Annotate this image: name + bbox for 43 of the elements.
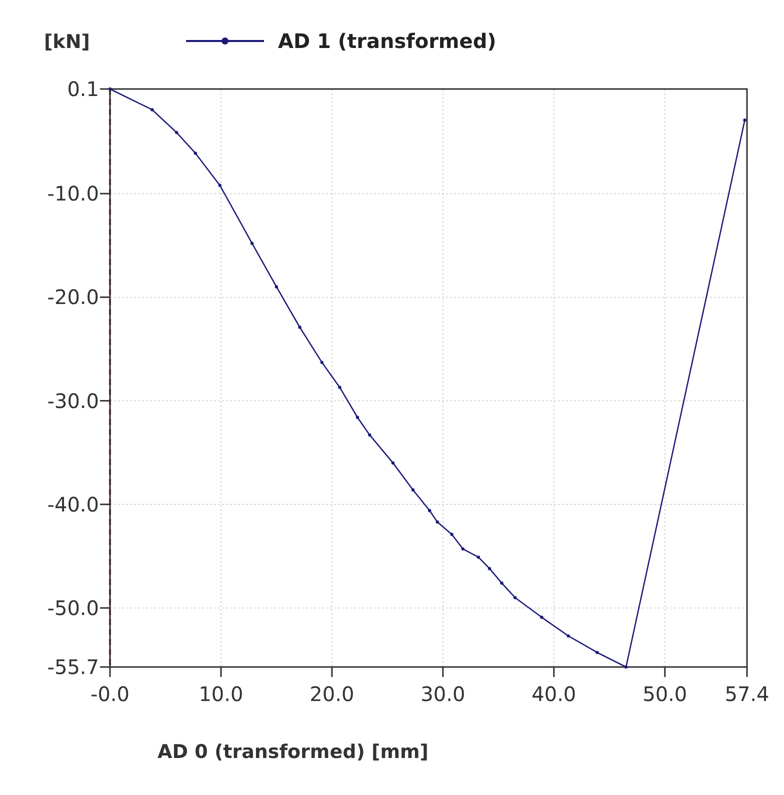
y-tick-label: -10.0 [47, 182, 99, 206]
point [391, 461, 395, 465]
point [368, 433, 372, 437]
y-tick-label: -55.7 [47, 655, 99, 679]
x-tick-label: 20.0 [310, 682, 354, 706]
point [436, 520, 439, 524]
point [356, 416, 360, 419]
point [338, 386, 342, 389]
point [411, 488, 415, 492]
point [624, 665, 628, 669]
point [476, 556, 480, 559]
point [566, 634, 570, 638]
point [500, 581, 504, 585]
point [218, 184, 222, 187]
x-tick-label: 30.0 [420, 682, 466, 706]
y-tick-label: 0.1 [67, 77, 99, 101]
x-tick-label: 10.0 [198, 682, 244, 706]
x-axis-title: AD 0 (transformed) [mm] [158, 741, 428, 763]
y-tick-label: -30.0 [47, 388, 99, 413]
x-tick-label: 40.0 [532, 682, 576, 706]
x-tick-label: -0.0 [90, 682, 130, 706]
y-tick-label: -50.0 [47, 596, 99, 620]
point [274, 285, 278, 288]
point [450, 532, 454, 536]
y-tick-label: -20.0 [47, 285, 99, 310]
point [461, 547, 464, 551]
point [743, 118, 746, 122]
y-tick-label: -40.0 [47, 492, 99, 516]
point [194, 152, 198, 155]
x-tick-label: 50.0 [642, 682, 688, 706]
point [320, 360, 324, 364]
point [250, 242, 254, 245]
point [298, 326, 302, 329]
point [150, 108, 154, 112]
x-tick-label: 57.4 [724, 682, 770, 706]
point [596, 650, 599, 654]
point [540, 616, 544, 619]
point [428, 508, 432, 512]
y-axis-title: [kN] [44, 31, 90, 53]
point [513, 596, 517, 600]
point [488, 566, 492, 570]
point [174, 130, 178, 134]
legend-label: AD 1 (transformed) [278, 29, 496, 53]
